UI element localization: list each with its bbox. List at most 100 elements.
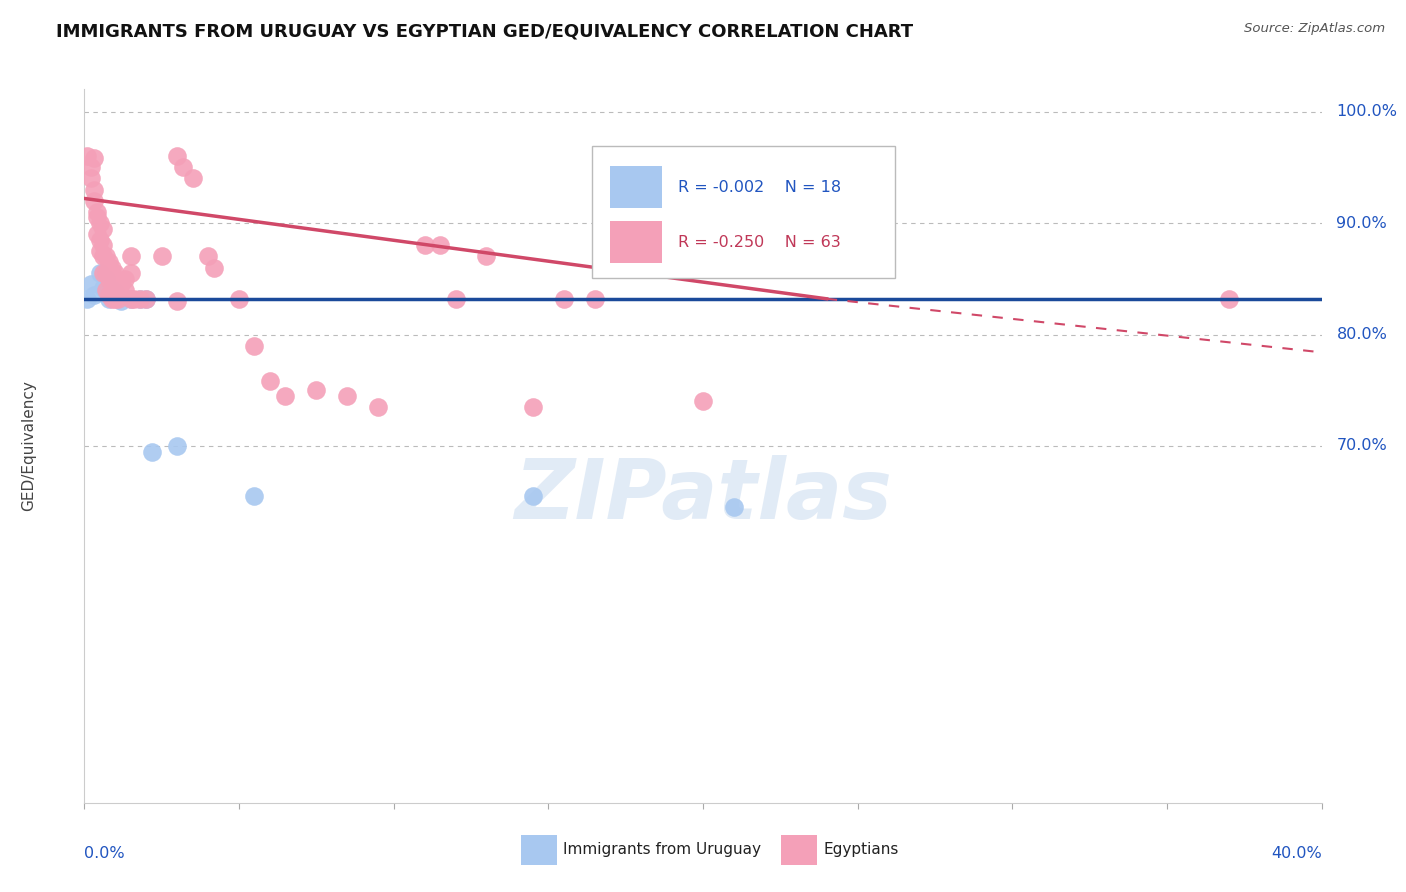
Point	[150, 250, 173, 264]
Point	[135, 292, 157, 306]
Text: R = -0.002    N = 18: R = -0.002 N = 18	[678, 180, 841, 195]
Point	[197, 250, 219, 264]
Point	[104, 283, 127, 297]
Point	[141, 444, 163, 458]
Point	[86, 204, 108, 219]
Point	[104, 266, 127, 280]
Point	[723, 500, 745, 515]
Text: Immigrants from Uruguay: Immigrants from Uruguay	[564, 842, 761, 857]
Point	[98, 255, 121, 269]
Point	[94, 266, 117, 280]
Point	[305, 384, 328, 398]
FancyBboxPatch shape	[592, 146, 894, 278]
Point	[228, 292, 250, 306]
Point	[692, 394, 714, 409]
Text: 0.0%: 0.0%	[84, 846, 125, 861]
Text: 70.0%: 70.0%	[1337, 439, 1388, 453]
FancyBboxPatch shape	[610, 166, 662, 209]
Point	[413, 238, 436, 252]
Point	[583, 292, 606, 306]
Point	[91, 238, 114, 252]
Point	[166, 149, 188, 163]
Point	[475, 250, 498, 264]
Point	[166, 439, 188, 453]
Point	[101, 277, 124, 292]
Point	[522, 400, 544, 414]
FancyBboxPatch shape	[780, 835, 817, 865]
Point	[243, 338, 266, 352]
Point	[98, 288, 121, 302]
Point	[522, 489, 544, 503]
Point	[107, 292, 129, 306]
Point	[135, 292, 157, 306]
Text: Source: ZipAtlas.com: Source: ZipAtlas.com	[1244, 22, 1385, 36]
Point	[122, 292, 145, 306]
Point	[91, 250, 114, 264]
Point	[91, 281, 114, 295]
Point	[1218, 292, 1240, 306]
Text: GED/Equivalency: GED/Equivalency	[21, 381, 37, 511]
Point	[110, 277, 132, 292]
Text: R = -0.250    N = 63: R = -0.250 N = 63	[678, 235, 841, 250]
Point	[89, 216, 111, 230]
Point	[129, 292, 152, 306]
FancyBboxPatch shape	[522, 835, 557, 865]
Point	[79, 161, 101, 175]
Point	[89, 244, 111, 258]
FancyBboxPatch shape	[610, 221, 662, 263]
Point	[104, 285, 127, 300]
Point	[101, 260, 124, 275]
Point	[91, 221, 114, 235]
Point	[274, 389, 297, 403]
Point	[79, 171, 101, 186]
Point	[76, 149, 98, 163]
Point	[120, 292, 142, 306]
Point	[243, 489, 266, 503]
Point	[83, 194, 105, 208]
Point	[104, 292, 127, 306]
Point	[94, 283, 117, 297]
Point	[101, 283, 124, 297]
Text: 90.0%: 90.0%	[1337, 216, 1388, 230]
Point	[86, 227, 108, 241]
Point	[89, 266, 111, 280]
Point	[429, 238, 451, 252]
Text: 40.0%: 40.0%	[1271, 846, 1322, 861]
Point	[83, 182, 105, 196]
Point	[114, 283, 136, 297]
Point	[76, 292, 98, 306]
Text: IMMIGRANTS FROM URUGUAY VS EGYPTIAN GED/EQUIVALENCY CORRELATION CHART: IMMIGRANTS FROM URUGUAY VS EGYPTIAN GED/…	[56, 22, 914, 40]
Point	[259, 375, 281, 389]
Point	[120, 292, 142, 306]
Point	[336, 389, 359, 403]
Point	[98, 271, 121, 285]
Point	[83, 152, 105, 166]
Point	[444, 292, 467, 306]
Point	[89, 233, 111, 247]
Point	[107, 283, 129, 297]
Point	[367, 400, 389, 414]
Point	[172, 161, 194, 175]
Text: 100.0%: 100.0%	[1337, 104, 1398, 119]
Point	[129, 292, 152, 306]
Point	[98, 292, 121, 306]
Text: ZIPatlas: ZIPatlas	[515, 456, 891, 536]
Point	[114, 271, 136, 285]
Point	[110, 294, 132, 309]
Point	[101, 292, 124, 306]
Point	[83, 288, 105, 302]
Point	[91, 266, 114, 280]
Point	[110, 288, 132, 302]
Point	[553, 292, 575, 306]
Text: 80.0%: 80.0%	[1337, 327, 1388, 342]
Point	[202, 260, 225, 275]
Point	[86, 211, 108, 225]
Point	[120, 266, 142, 280]
Point	[94, 250, 117, 264]
Point	[94, 271, 117, 285]
Point	[120, 250, 142, 264]
Point	[181, 171, 204, 186]
Point	[79, 277, 101, 292]
Text: Egyptians: Egyptians	[823, 842, 898, 857]
Point	[166, 294, 188, 309]
